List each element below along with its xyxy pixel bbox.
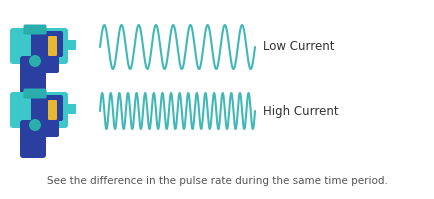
FancyBboxPatch shape [31,31,63,57]
FancyBboxPatch shape [48,100,57,120]
FancyBboxPatch shape [20,120,46,158]
FancyBboxPatch shape [41,55,59,73]
Circle shape [29,119,41,131]
Polygon shape [13,37,67,53]
FancyBboxPatch shape [36,123,42,134]
Polygon shape [13,101,67,117]
FancyBboxPatch shape [41,119,59,137]
Text: Low Current: Low Current [263,41,335,54]
FancyBboxPatch shape [23,24,46,34]
FancyBboxPatch shape [66,104,76,114]
FancyBboxPatch shape [66,40,76,50]
FancyBboxPatch shape [20,56,46,94]
FancyBboxPatch shape [10,92,68,128]
Circle shape [29,55,41,67]
FancyBboxPatch shape [36,59,42,69]
FancyBboxPatch shape [23,89,46,99]
Text: High Current: High Current [263,104,339,117]
FancyBboxPatch shape [10,28,68,64]
FancyBboxPatch shape [31,95,63,121]
FancyBboxPatch shape [48,36,57,56]
Text: See the difference in the pulse rate during the same time period.: See the difference in the pulse rate dur… [46,176,388,186]
